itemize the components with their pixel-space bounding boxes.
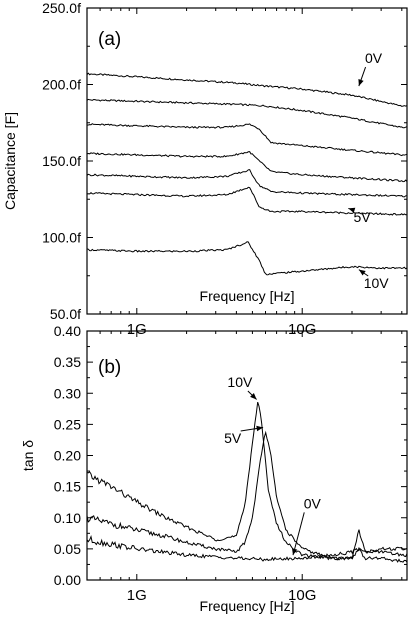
y-tick-label: 0.40 bbox=[54, 323, 81, 339]
x-tick-label: 1G bbox=[127, 321, 147, 338]
series-line-2 bbox=[86, 123, 408, 157]
y-tick-label: 0.30 bbox=[54, 385, 81, 401]
y-tick-label: 0.25 bbox=[54, 416, 81, 432]
annotation-label-1: 5V bbox=[224, 430, 242, 446]
y-tick-label: 150.0f bbox=[42, 153, 81, 169]
x-tick-label: 1G bbox=[127, 587, 147, 604]
x-axis-label: Frequency [Hz] bbox=[200, 598, 295, 614]
annotation-arrowhead-0 bbox=[358, 79, 364, 86]
series-line-0 bbox=[86, 401, 408, 563]
annotation-label-2: 0V bbox=[304, 495, 322, 511]
annotation-label-2: 10V bbox=[364, 275, 390, 291]
annotation-arrowhead-1 bbox=[256, 425, 264, 432]
y-tick-label: 0.35 bbox=[54, 354, 81, 370]
plot-frame bbox=[86, 7, 408, 315]
series-line-0 bbox=[86, 72, 408, 107]
series-line-2 bbox=[86, 535, 408, 562]
annotation-label-0: 10V bbox=[227, 374, 253, 390]
y-tick-label: 0.15 bbox=[54, 479, 81, 495]
x-tick-label: 10G bbox=[288, 587, 316, 604]
y-tick-label: 0.05 bbox=[54, 541, 81, 557]
annotation-arrowhead-2 bbox=[292, 548, 298, 556]
y-tick-label: 250.0f bbox=[42, 0, 81, 16]
y-tick-label: 100.0f bbox=[42, 230, 81, 246]
y-tick-label: 0.20 bbox=[54, 448, 81, 464]
series-line-3 bbox=[86, 151, 408, 183]
x-axis-label: Frequency [Hz] bbox=[200, 288, 295, 304]
chart-panel-0: 1G 10G50.0f100.0f150.0f200.0f250.0fFreque… bbox=[2, 0, 408, 338]
y-axis-label: tan δ bbox=[20, 440, 36, 471]
y-tick-label: 50.0f bbox=[50, 306, 81, 322]
annotation-arrow-2 bbox=[292, 512, 305, 556]
chart-panel-1: 1G 10G 0.00 0.05 0.10 0.15 0.20 0.25 0.30 0.35 0.4… bbox=[20, 323, 408, 614]
y-tick-label: 0.00 bbox=[54, 572, 81, 588]
annotation-arrowhead-0 bbox=[250, 393, 257, 400]
annotation-label-0: 0V bbox=[365, 50, 383, 66]
y-tick-label: 200.0f bbox=[42, 77, 81, 93]
series-line-1 bbox=[86, 430, 408, 561]
y-axis-label: Capacitance [F] bbox=[2, 112, 18, 210]
annotation-label-1: 5V bbox=[353, 209, 371, 225]
series-line-1 bbox=[86, 98, 408, 129]
plot-frame bbox=[86, 330, 408, 581]
panel-label: (a) bbox=[98, 29, 121, 50]
annotation-arrowhead-2 bbox=[358, 269, 366, 276]
annotation-arrowhead-1 bbox=[348, 207, 356, 213]
panel-label: (b) bbox=[98, 357, 121, 378]
y-tick-label: 0.10 bbox=[54, 510, 81, 526]
series-line-6 bbox=[86, 241, 408, 276]
series-line-4 bbox=[86, 169, 408, 198]
